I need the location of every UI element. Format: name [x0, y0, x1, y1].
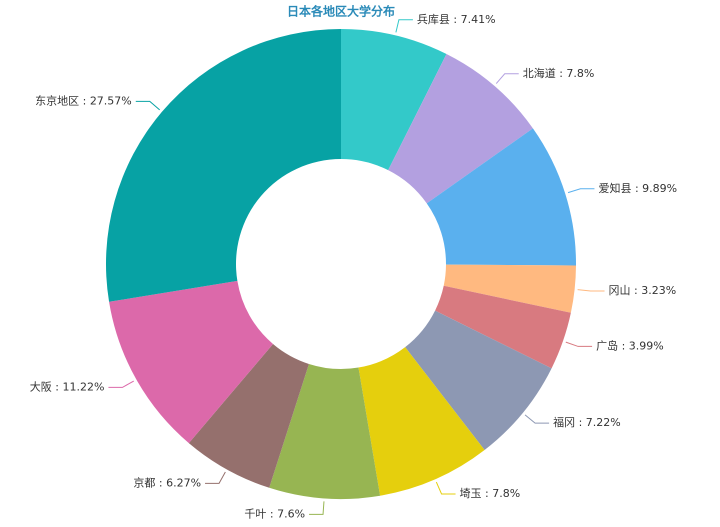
slice-label: 爱知县 : 9.89%	[598, 181, 677, 195]
slice-label: 东京地区 : 27.57%	[35, 93, 132, 107]
label-separator: :	[618, 339, 629, 352]
leader-line	[495, 73, 519, 84]
leader-line	[577, 289, 605, 292]
leader-line	[565, 341, 593, 347]
leader-line	[205, 471, 226, 484]
label-category: 爱知县	[598, 181, 631, 195]
slice	[188, 344, 309, 488]
chart-title: 日本各地区大学分布	[287, 4, 395, 19]
label-value: 9.89%	[642, 182, 677, 195]
label-value: 7.8%	[566, 67, 594, 80]
label-value: 3.99%	[629, 339, 664, 352]
label-separator: :	[556, 67, 567, 80]
label-separator: :	[482, 487, 493, 500]
slice	[435, 285, 571, 369]
label-separator: :	[631, 284, 642, 297]
slice	[388, 54, 533, 204]
label-category: 兵库县	[417, 13, 450, 26]
label-separator: :	[79, 94, 90, 107]
label-category: 千叶	[244, 507, 266, 520]
label-category: 大阪	[30, 379, 52, 393]
leader-line	[524, 414, 550, 424]
slice-label: 广岛 : 3.99%	[596, 338, 664, 352]
leader-line	[135, 100, 161, 111]
slice	[358, 347, 485, 496]
leader-line	[309, 501, 325, 515]
slice-label: 冈山 : 3.23%	[609, 284, 677, 297]
label-category: 埼玉	[460, 486, 482, 500]
leader-line	[108, 380, 134, 388]
slice-label: 兵库县 : 7.41%	[417, 13, 496, 26]
label-value: 7.22%	[586, 416, 621, 429]
label-category: 福冈	[553, 415, 575, 429]
slice-label: 埼玉 : 7.8%	[460, 486, 521, 500]
label-separator: :	[155, 476, 166, 489]
label-separator: :	[450, 13, 461, 26]
slice-label: 北海道 : 7.8%	[523, 66, 595, 80]
slice	[106, 29, 342, 302]
slice	[109, 280, 274, 444]
label-value: 7.41%	[461, 13, 496, 26]
label-value: 11.22%	[62, 380, 104, 393]
label-separator: :	[631, 182, 642, 195]
label-value: 3.23%	[641, 284, 676, 297]
leader-line	[567, 188, 595, 194]
label-category: 冈山	[609, 284, 631, 297]
label-category: 广岛	[596, 338, 618, 352]
leader-line	[435, 481, 456, 495]
slice	[405, 310, 552, 451]
label-category: 东京地区	[35, 93, 79, 107]
leader-line	[395, 19, 413, 33]
slice-label: 大阪 : 11.22%	[30, 379, 105, 393]
slice-label: 千叶 : 7.6%	[244, 507, 305, 520]
slice	[443, 264, 576, 313]
label-separator: :	[266, 507, 277, 520]
label-value: 7.8%	[492, 487, 520, 500]
label-separator: :	[52, 380, 63, 393]
slice-label: 福冈 : 7.22%	[553, 415, 621, 429]
label-category: 京都	[133, 475, 155, 489]
label-value: 6.27%	[166, 476, 201, 489]
slice	[269, 363, 381, 499]
label-category: 北海道	[523, 66, 556, 80]
slice-label: 京都 : 6.27%	[133, 475, 201, 489]
label-value: 7.6%	[277, 507, 305, 520]
slice	[341, 29, 447, 171]
slice	[426, 128, 576, 266]
label-separator: :	[575, 416, 586, 429]
label-value: 27.57%	[90, 94, 132, 107]
